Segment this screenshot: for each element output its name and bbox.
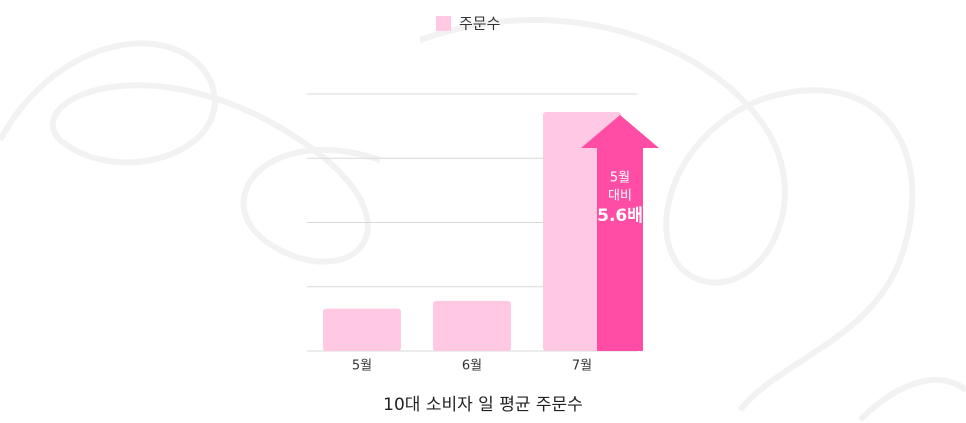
legend-label: 주문수 (459, 15, 500, 33)
annotation-text: 5월 (610, 171, 630, 186)
chart-title: 10대 소비자 일 평균 주문수 (383, 395, 583, 415)
bar (323, 308, 401, 351)
annotation-highlight: 5.6배 (597, 206, 643, 226)
increase-arrow (581, 115, 659, 351)
x-tick-label: 6월 (462, 359, 482, 374)
x-tick-label: 7월 (572, 359, 592, 374)
x-tick-label: 5월 (352, 359, 372, 374)
annotation-text: 대비 (608, 189, 632, 204)
plot-area: 5월 6월 7월 (307, 93, 637, 374)
legend-swatch (436, 16, 451, 31)
background-decoration (0, 17, 966, 423)
bar (433, 300, 511, 351)
